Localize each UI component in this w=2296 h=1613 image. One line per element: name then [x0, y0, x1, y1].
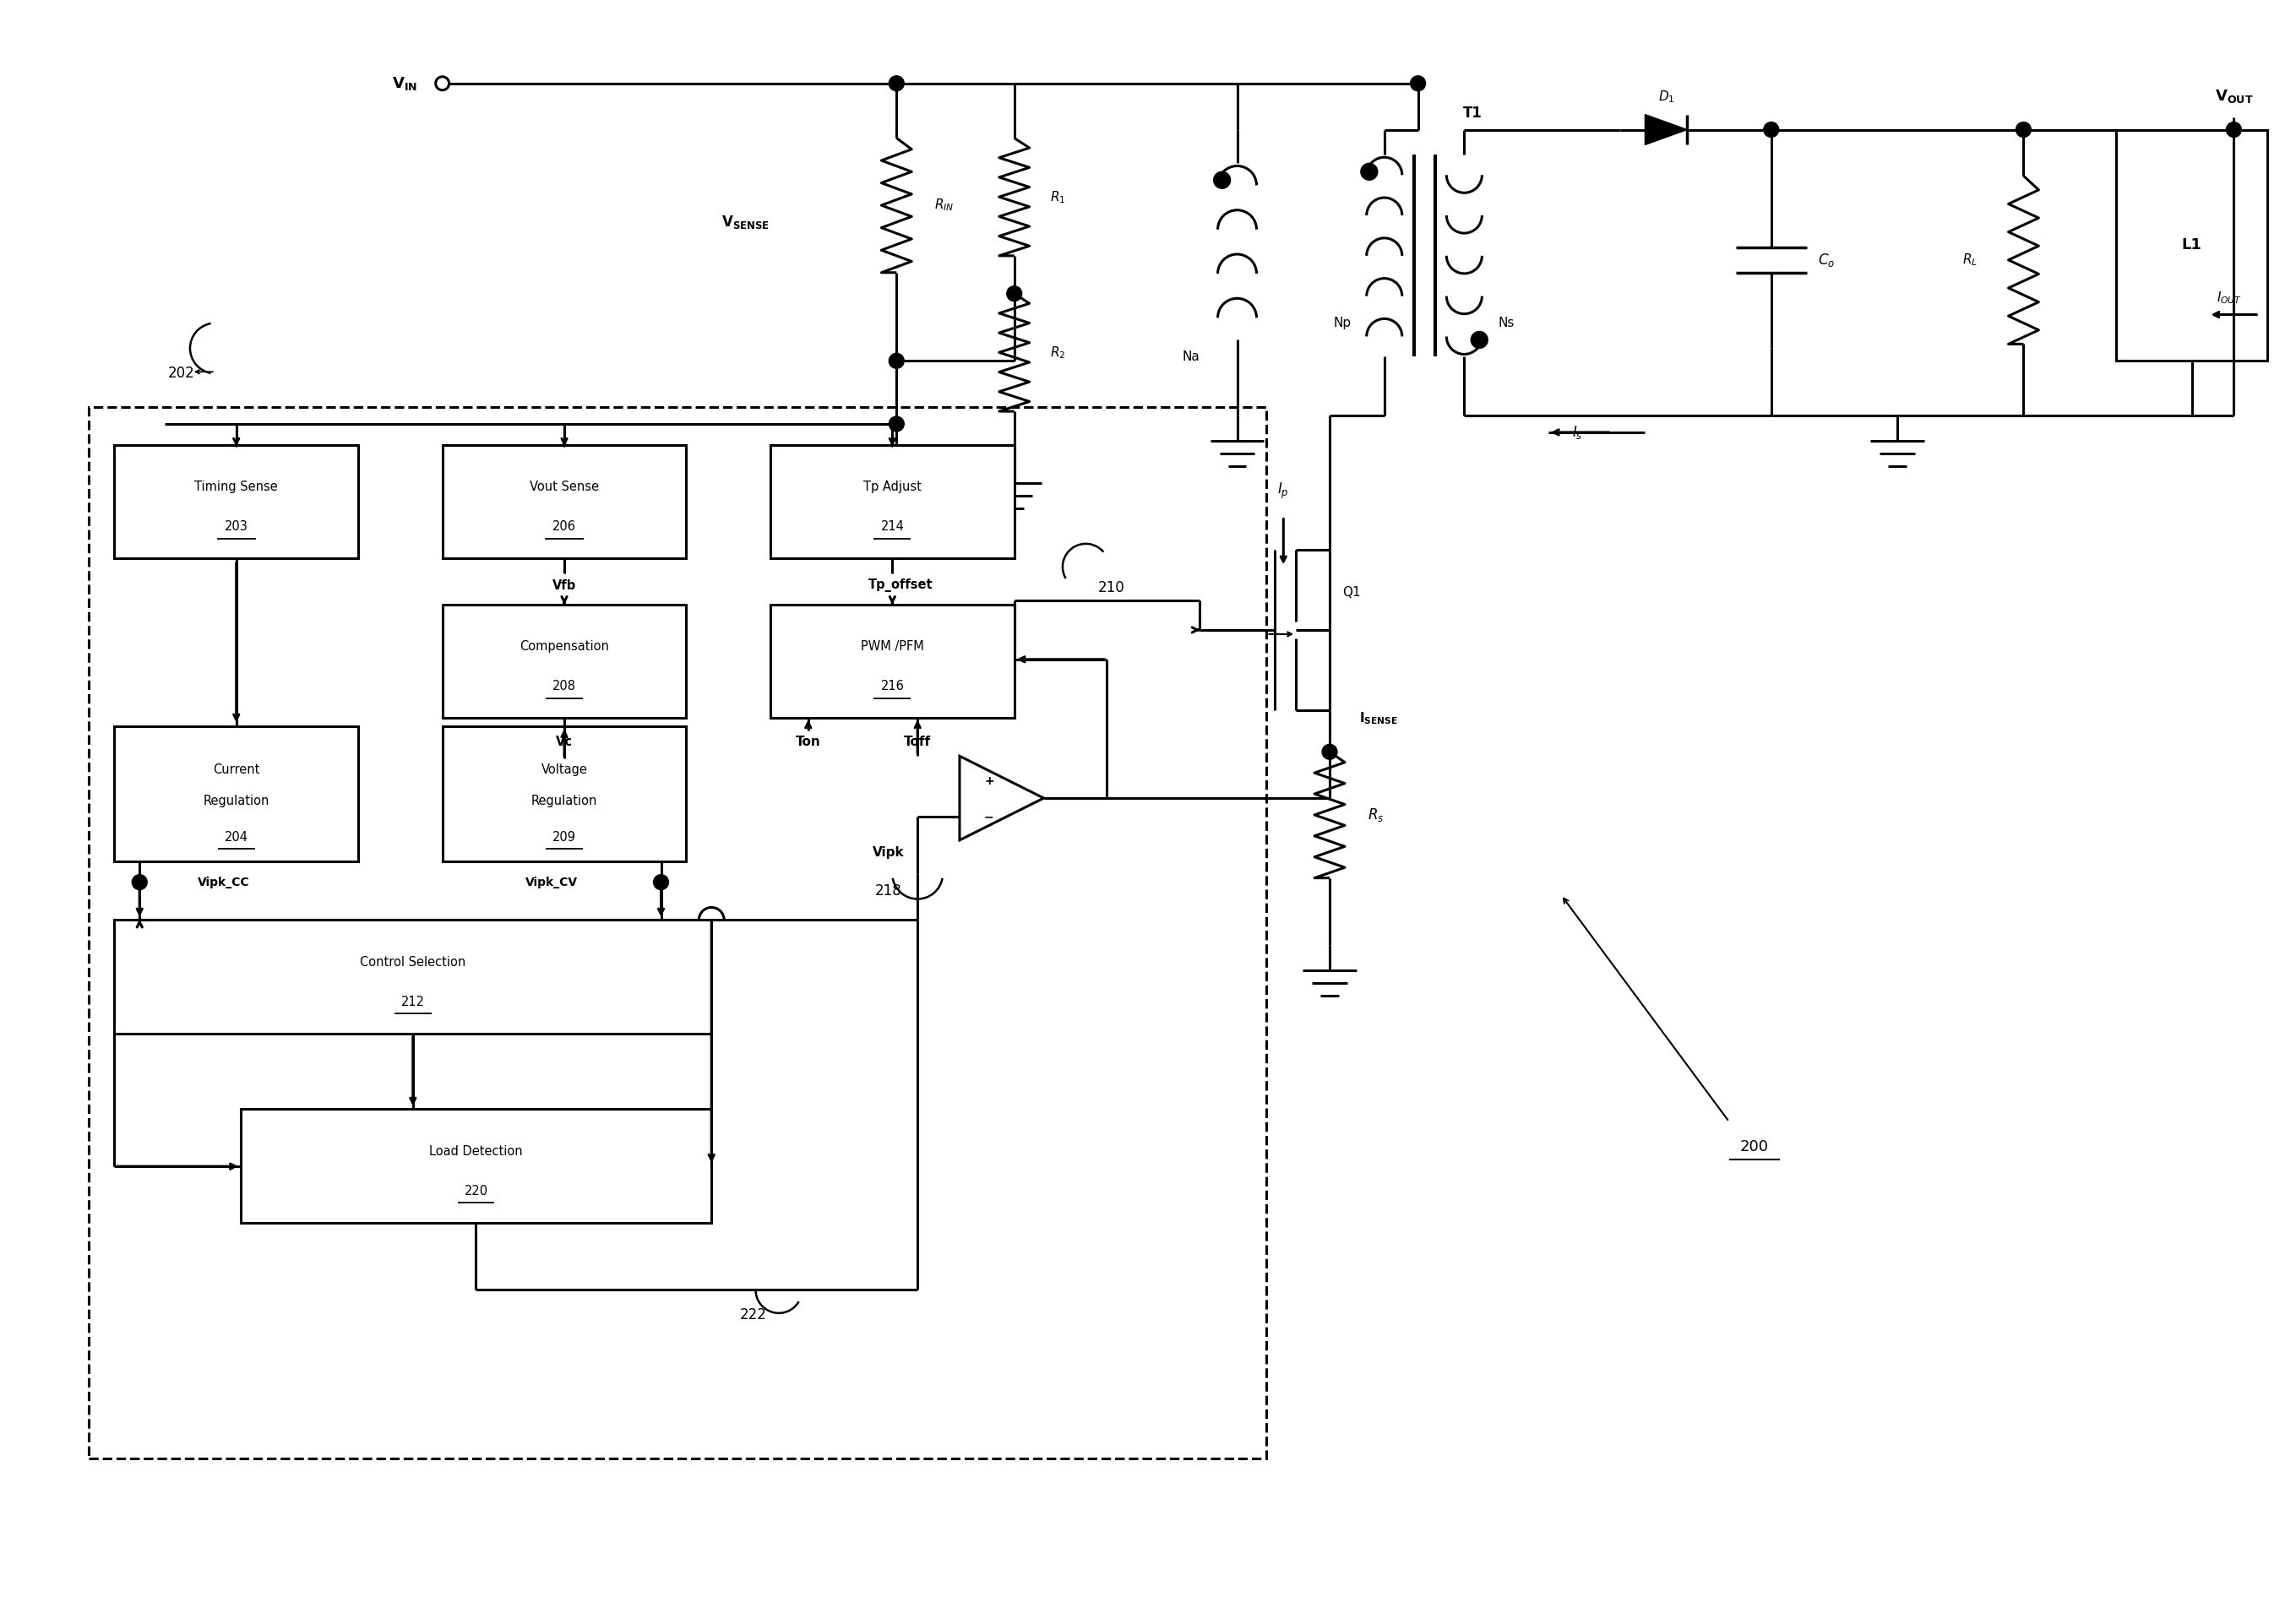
Text: $R_{IN}$: $R_{IN}$: [934, 197, 955, 213]
Circle shape: [1215, 171, 1231, 189]
Circle shape: [889, 353, 905, 368]
Text: 222: 222: [739, 1308, 767, 1323]
FancyBboxPatch shape: [115, 919, 712, 1034]
Text: PWM /PFM: PWM /PFM: [861, 640, 923, 653]
FancyBboxPatch shape: [771, 605, 1015, 718]
Text: 209: 209: [553, 831, 576, 844]
Circle shape: [2016, 123, 2032, 137]
Circle shape: [131, 874, 147, 890]
Text: $R_2$: $R_2$: [1049, 345, 1065, 360]
Text: 208: 208: [553, 681, 576, 692]
Circle shape: [1472, 331, 1488, 348]
Text: Load Detection: Load Detection: [429, 1145, 523, 1158]
Circle shape: [889, 76, 905, 90]
Text: Control Selection: Control Selection: [360, 955, 466, 968]
Text: $\mathbf{V_{OUT}}$: $\mathbf{V_{OUT}}$: [2216, 87, 2252, 105]
Text: 202: 202: [168, 366, 195, 381]
Text: Vipk: Vipk: [872, 847, 905, 860]
Polygon shape: [1644, 115, 1688, 145]
Text: 206: 206: [553, 521, 576, 532]
Text: Vc: Vc: [556, 736, 572, 748]
Circle shape: [1322, 744, 1336, 760]
Text: $C_o$: $C_o$: [1818, 252, 1835, 268]
Text: $\mathbf{V_{SENSE}}$: $\mathbf{V_{SENSE}}$: [721, 213, 769, 231]
Text: 214: 214: [882, 521, 905, 532]
FancyBboxPatch shape: [2117, 129, 2268, 361]
Text: Vout Sense: Vout Sense: [530, 481, 599, 494]
Circle shape: [654, 874, 668, 890]
Text: Na: Na: [1182, 350, 1199, 363]
Text: Vfb: Vfb: [553, 579, 576, 592]
Text: −: −: [985, 811, 994, 823]
Text: $I_s$: $I_s$: [1573, 424, 1584, 440]
Text: $I_{OUT}$: $I_{OUT}$: [2218, 290, 2243, 306]
Text: $R_1$: $R_1$: [1049, 189, 1065, 205]
Text: Timing Sense: Timing Sense: [195, 481, 278, 494]
FancyBboxPatch shape: [115, 445, 358, 558]
Text: Vipk_CC: Vipk_CC: [197, 876, 250, 889]
FancyBboxPatch shape: [241, 1110, 712, 1223]
Text: +: +: [985, 776, 994, 787]
Text: $D_1$: $D_1$: [1658, 89, 1674, 105]
Circle shape: [1410, 76, 1426, 90]
Text: Regulation: Regulation: [202, 794, 269, 806]
Text: Compensation: Compensation: [519, 640, 608, 653]
Text: Ton: Ton: [797, 736, 820, 748]
FancyBboxPatch shape: [115, 726, 358, 861]
FancyBboxPatch shape: [443, 605, 687, 718]
Circle shape: [1006, 286, 1022, 302]
Text: 200: 200: [1740, 1139, 1768, 1155]
Text: L1: L1: [2181, 237, 2202, 253]
FancyBboxPatch shape: [443, 726, 687, 861]
Text: 216: 216: [882, 681, 905, 692]
Text: Tp_offset: Tp_offset: [868, 579, 932, 592]
Text: 220: 220: [464, 1184, 487, 1197]
Circle shape: [889, 416, 905, 432]
Text: $R_s$: $R_s$: [1368, 806, 1384, 823]
Text: Vipk_CV: Vipk_CV: [526, 876, 579, 889]
Text: Ns: Ns: [1497, 316, 1515, 329]
Text: 212: 212: [402, 995, 425, 1008]
Text: 210: 210: [1097, 581, 1125, 595]
Circle shape: [1763, 123, 1779, 137]
Text: T1: T1: [1463, 105, 1483, 121]
Text: 204: 204: [225, 831, 248, 844]
Text: 218: 218: [875, 882, 902, 898]
Text: $R_L$: $R_L$: [1963, 252, 1977, 268]
Text: Voltage: Voltage: [542, 763, 588, 776]
Text: $\mathbf{V_{IN}}$: $\mathbf{V_{IN}}$: [393, 74, 418, 92]
FancyBboxPatch shape: [771, 445, 1015, 558]
Circle shape: [2227, 123, 2241, 137]
Text: $\mathbf{I_{SENSE}}$: $\mathbf{I_{SENSE}}$: [1359, 710, 1398, 726]
Text: Regulation: Regulation: [530, 794, 597, 806]
Text: 203: 203: [225, 521, 248, 532]
FancyBboxPatch shape: [443, 445, 687, 558]
Circle shape: [1362, 163, 1378, 181]
Text: Toff: Toff: [905, 736, 932, 748]
Text: Q1: Q1: [1343, 586, 1362, 598]
Text: Tp Adjust: Tp Adjust: [863, 481, 921, 494]
Text: $I_p$: $I_p$: [1277, 481, 1290, 502]
Text: Np: Np: [1334, 316, 1352, 329]
Text: Current: Current: [214, 763, 259, 776]
